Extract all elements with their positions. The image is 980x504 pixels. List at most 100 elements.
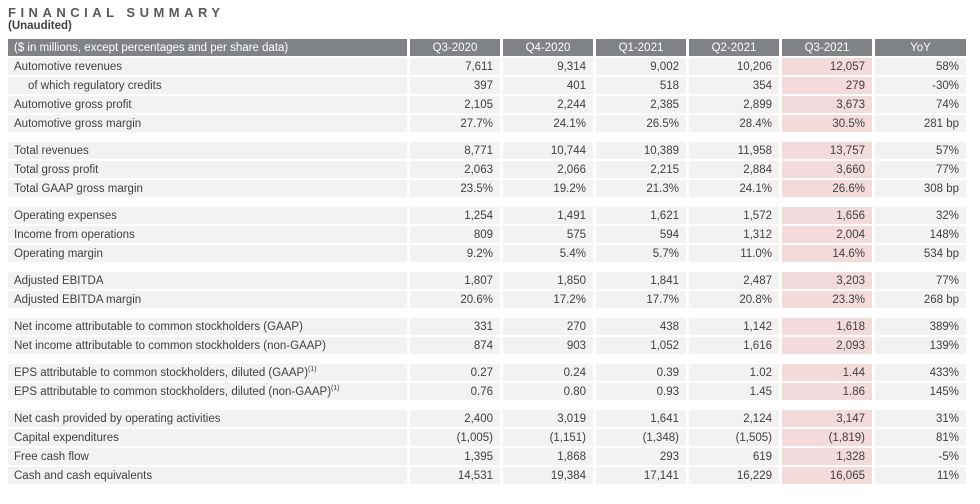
cell-q3-2021: 1,618	[782, 318, 872, 335]
table-header-row: ($ in millions, except percentages and p…	[8, 39, 966, 56]
cell-q2-2021: 11,958	[689, 142, 779, 159]
cell-q2-2021: 2,884	[689, 161, 779, 178]
cell-yoy: -30%	[875, 77, 966, 94]
column-header-q3-2021: Q3-2021	[782, 39, 872, 56]
cell-yoy: 308 bp	[875, 180, 966, 197]
row-label: Operating expenses	[8, 207, 407, 224]
cell-q3-2021: 3,660	[782, 161, 872, 178]
cell-yoy: 433%	[875, 364, 966, 381]
cell-q2-2021: 16,229	[689, 467, 779, 484]
cell-q2-2021: 1.02	[689, 364, 779, 381]
cell-q2-2021: (1,505)	[689, 429, 779, 446]
cell-q3-2021: 3,147	[782, 410, 872, 427]
cell-q4-2020: 19.2%	[503, 180, 593, 197]
cell-q1-2021: 0.93	[596, 383, 686, 400]
row-label: Free cash flow	[8, 448, 407, 465]
table-row: Total revenues 8,771 10,744 10,389 11,958 13,…	[8, 142, 966, 159]
cell-q4-2020: 5.4%	[503, 245, 593, 262]
row-label-text: Cash and cash equivalents	[14, 469, 153, 482]
section-spacer-cell	[8, 310, 966, 316]
section-spacer-cell	[8, 264, 966, 270]
cell-q4-2020: 10,744	[503, 142, 593, 159]
row-label: Adjusted EBITDA margin	[8, 291, 407, 308]
row-label-text: EPS attributable to common stockholders,…	[14, 366, 309, 379]
cell-q3-2021: 3,203	[782, 272, 872, 289]
row-label: Net income attributable to common stockh…	[8, 318, 407, 335]
cell-q4-2020: 17.2%	[503, 291, 593, 308]
section-spacer	[8, 199, 966, 205]
cell-yoy: 11%	[875, 467, 966, 484]
table-row: Automotive gross margin 27.7% 24.1% 26.5% 28…	[8, 115, 966, 132]
table-row: Total GAAP gross margin 23.5% 19.2% 21.3% 24…	[8, 180, 966, 197]
table-body: Automotive revenues 7,611 9,314 9,002 10,206…	[8, 58, 966, 484]
cell-yoy: 31%	[875, 410, 966, 427]
row-label: Automotive gross profit	[8, 96, 407, 113]
row-label: Income from operations	[8, 226, 407, 243]
cell-q1-2021: 9,002	[596, 58, 686, 75]
footnote-ref: (1)	[331, 384, 340, 392]
cell-q3-2021: 14.6%	[782, 245, 872, 262]
cell-q2-2021: 2,487	[689, 272, 779, 289]
cell-q2-2021: 1,616	[689, 337, 779, 354]
cell-q2-2021: 1,142	[689, 318, 779, 335]
row-label-text: Adjusted EBITDA	[14, 274, 104, 287]
cell-q4-2020: 0.24	[503, 364, 593, 381]
row-label-text: Operating margin	[14, 247, 103, 260]
cell-q1-2021: 17,141	[596, 467, 686, 484]
page-title: FINANCIAL SUMMARY	[8, 5, 225, 20]
cell-q3-2020: 2,063	[410, 161, 500, 178]
cell-q4-2020: 19,384	[503, 467, 593, 484]
row-label: Net cash provided by operating activitie…	[8, 410, 407, 427]
cell-q3-2020: (1,005)	[410, 429, 500, 446]
cell-q3-2020: 8,771	[410, 142, 500, 159]
cell-q4-2020: 270	[503, 318, 593, 335]
cell-q3-2021: 30.5%	[782, 115, 872, 132]
row-label: Total revenues	[8, 142, 407, 159]
cell-q4-2020: 401	[503, 77, 593, 94]
section-spacer	[8, 134, 966, 140]
cell-q3-2020: 0.27	[410, 364, 500, 381]
row-label: Total gross profit	[8, 161, 407, 178]
cell-yoy: -5%	[875, 448, 966, 465]
cell-q3-2021: 1,656	[782, 207, 872, 224]
cell-q3-2021: 1.44	[782, 364, 872, 381]
cell-q2-2021: 1,312	[689, 226, 779, 243]
table-row: EPS attributable to common stockholders,…	[8, 383, 966, 400]
table-row: EPS attributable to common stockholders,…	[8, 364, 966, 381]
table-row: Automotive revenues 7,611 9,314 9,002 10,206…	[8, 58, 966, 75]
cell-q4-2020: (1,151)	[503, 429, 593, 446]
cell-q2-2021: 28.4%	[689, 115, 779, 132]
cell-q3-2020: 7,611	[410, 58, 500, 75]
cell-q2-2021: 2,899	[689, 96, 779, 113]
cell-q2-2021: 20.8%	[689, 291, 779, 308]
cell-q1-2021: 1,641	[596, 410, 686, 427]
cell-q4-2020: 9,314	[503, 58, 593, 75]
row-label-text: Automotive revenues	[14, 60, 123, 73]
column-header-yoy: YoY	[875, 39, 966, 56]
cell-q1-2021: 17.7%	[596, 291, 686, 308]
cell-q3-2021: 1,328	[782, 448, 872, 465]
cell-q3-2020: 397	[410, 77, 500, 94]
cell-q2-2021: 11.0%	[689, 245, 779, 262]
row-label-text: of which regulatory credits	[28, 79, 162, 92]
table-row: Adjusted EBITDA 1,807 1,850 1,841 2,487 3,203…	[8, 272, 966, 289]
cell-q3-2020: 2,105	[410, 96, 500, 113]
row-label: Automotive gross margin	[8, 115, 407, 132]
cell-q4-2020: 1,850	[503, 272, 593, 289]
section-spacer-cell	[8, 199, 966, 205]
table-row: Operating margin 9.2% 5.4% 5.7% 11.0% 14.6% 53…	[8, 245, 966, 262]
row-label: Automotive revenues	[8, 58, 407, 75]
cell-q1-2021: 1,841	[596, 272, 686, 289]
row-label: Net income attributable to common stockh…	[8, 337, 407, 354]
table-row: Income from operations 809 575 594 1,312 2,00…	[8, 226, 966, 243]
cell-q3-2020: 0.76	[410, 383, 500, 400]
cell-yoy: 139%	[875, 337, 966, 354]
row-label-text: Total gross profit	[14, 163, 99, 176]
row-label: EPS attributable to common stockholders,…	[8, 383, 407, 400]
cell-yoy: 148%	[875, 226, 966, 243]
cell-q3-2021: 12,057	[782, 58, 872, 75]
cell-yoy: 534 bp	[875, 245, 966, 262]
cell-q2-2021: 619	[689, 448, 779, 465]
row-label-text: EPS attributable to common stockholders,…	[14, 385, 332, 398]
cell-q1-2021: 1,621	[596, 207, 686, 224]
